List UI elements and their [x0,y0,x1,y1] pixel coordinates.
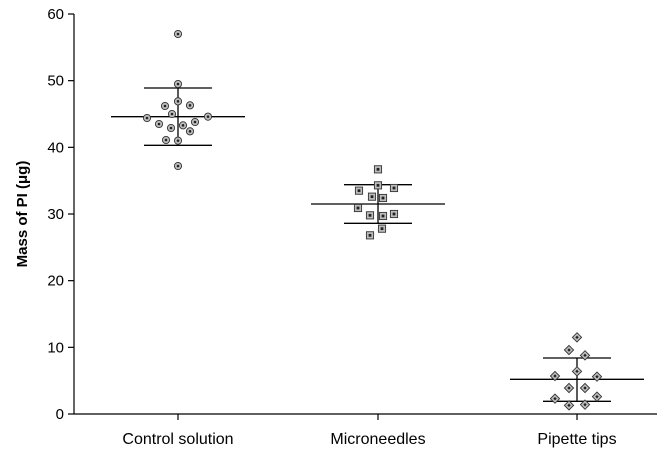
data-point [563,344,575,356]
data-point [154,119,164,129]
point-center [553,374,557,378]
point-center [356,206,360,210]
data-points [142,29,603,411]
point-center [583,386,587,390]
point-center [381,214,385,218]
point-center [163,104,167,108]
x-axis-categories: Control solution Microneedles Pipette tips [122,414,617,448]
data-point [185,127,195,136]
point-center [368,213,372,217]
point-center [176,164,180,168]
data-point [549,393,561,404]
data-point [185,101,195,110]
data-point [166,123,176,133]
point-center [188,104,192,107]
y-tick-label: 60 [47,6,64,23]
data-point [591,371,603,382]
point-center [595,374,599,379]
point-center [567,386,571,390]
point-center [206,115,210,118]
point-center [595,394,599,399]
point-center [169,126,173,130]
data-point [173,161,183,171]
data-point [203,112,213,121]
data-point [579,399,591,410]
x-category-label: Pipette tips [537,431,616,448]
x-category-label: Control solution [122,431,233,448]
y-axis-ticks: 0 10 20 30 40 50 60 [47,6,74,423]
data-point [142,113,152,123]
y-tick-label: 30 [47,206,64,223]
data-point [378,193,388,203]
data-point [160,101,170,111]
data-point [373,181,383,190]
point-center [380,227,384,231]
data-point [549,370,561,382]
data-point [173,97,183,106]
data-point [591,391,603,402]
point-center [157,122,161,126]
data-point [161,135,171,145]
data-point [365,211,375,220]
data-point [571,366,583,377]
data-point [190,117,200,127]
x-category-label: Microneedles [330,431,425,448]
y-tick-label: 10 [47,339,64,356]
point-center [567,403,571,408]
data-point [571,332,583,343]
data-point [579,382,591,394]
point-center [176,139,180,142]
data-point [167,109,177,119]
y-axis-title: Mass of PI (μg) [14,161,31,268]
point-center [357,189,361,193]
point-center [392,212,396,216]
point-center [583,353,587,358]
point-center [176,82,180,86]
data-point [389,209,399,219]
point-center [376,183,380,187]
point-center [567,348,571,352]
point-center [181,124,185,127]
y-tick-label: 20 [47,273,64,290]
point-center [188,130,192,133]
point-center [370,195,374,199]
point-center [145,116,149,120]
data-point [353,203,363,213]
data-point [367,192,377,201]
data-point [373,165,383,174]
point-center [575,335,579,340]
data-point [563,382,575,394]
data-point [178,121,188,130]
point-center [368,233,372,237]
point-center [381,196,385,200]
point-center [193,120,197,124]
point-center [176,100,180,103]
data-point [173,29,183,39]
data-point [377,224,387,233]
point-center [376,167,380,171]
data-point [365,231,375,240]
y-tick-label: 50 [47,73,64,90]
point-center [176,32,180,36]
data-point [378,211,388,221]
data-point [389,183,399,193]
data-point [563,400,575,411]
data-point [173,136,183,145]
point-center [392,186,396,190]
data-point [579,350,591,361]
point-center [170,112,174,116]
point-center [553,396,557,401]
data-point [173,79,183,89]
point-center [164,138,168,142]
data-point [354,186,364,195]
point-center [575,369,579,374]
point-center [583,402,587,407]
y-tick-label: 40 [47,139,64,156]
y-tick-label: 0 [56,406,64,423]
